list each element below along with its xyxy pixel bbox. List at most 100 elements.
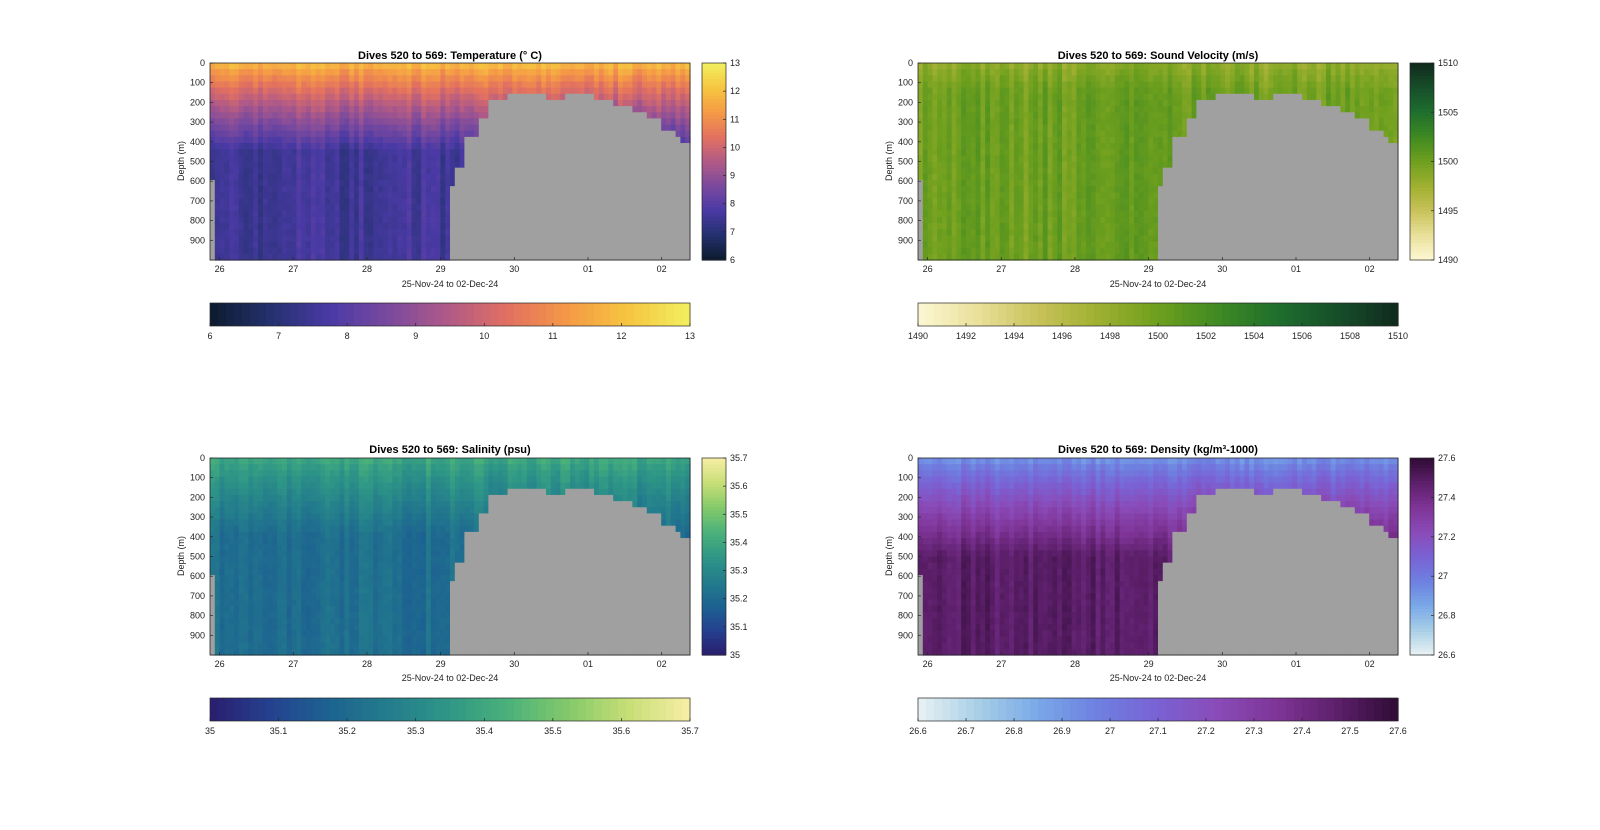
heatmap-cell (291, 130, 297, 138)
masked-cell (507, 143, 513, 150)
masked-cell (603, 173, 609, 181)
heatmap-cell (416, 143, 422, 150)
heatmap-cell (301, 81, 307, 89)
heatmap-cell (1081, 161, 1087, 169)
masked-cell (454, 210, 461, 218)
heatmap-cell (430, 247, 437, 255)
heatmap-cell (435, 75, 441, 83)
heatmap-cell (315, 81, 321, 89)
heatmap-cell (1086, 136, 1092, 144)
heatmap-cell (238, 149, 245, 156)
heatmap-cell (1090, 87, 1097, 95)
masked-cell (656, 192, 662, 200)
heatmap-cell (258, 75, 264, 83)
heatmap-cell (378, 235, 384, 243)
colorbar-segment (578, 303, 587, 326)
heatmap-cell (421, 124, 427, 132)
masked-cell (622, 106, 629, 113)
heatmap-cell (1076, 167, 1082, 175)
heatmap-cell (315, 235, 321, 243)
masked-cell (646, 192, 653, 200)
heatmap-cell (1081, 247, 1087, 255)
masked-cell (594, 179, 600, 187)
heatmap-cell (966, 216, 972, 224)
heatmap-cell (980, 247, 986, 255)
heatmap-cell (1095, 87, 1101, 95)
masked-cell (464, 167, 470, 175)
heatmap-cell (262, 210, 269, 218)
heatmap-cell (661, 81, 667, 89)
heatmap-cell (1071, 112, 1077, 120)
masked-cell (661, 216, 667, 224)
heatmap-cell (1110, 155, 1116, 163)
heatmap-cell (421, 235, 427, 243)
heatmap-cell (1014, 124, 1020, 132)
heatmap-cell (334, 136, 341, 144)
heatmap-cell (927, 75, 933, 83)
masked-cell (613, 235, 619, 243)
heatmap-cell (670, 93, 677, 101)
heatmap-cell (961, 216, 967, 224)
masked-cell (454, 235, 461, 243)
masked-cell (608, 167, 614, 175)
masked-cell (550, 112, 557, 120)
heatmap-cell (238, 210, 245, 218)
heatmap-cell (445, 155, 451, 163)
heatmap-cell (378, 81, 384, 89)
heatmap-cell (990, 247, 996, 255)
masked-cell (613, 167, 619, 175)
masked-cell (498, 198, 504, 206)
heatmap-cell (397, 235, 403, 243)
colorbar-segment (610, 303, 619, 326)
heatmap-cell (1057, 192, 1063, 200)
heatmap-cell (932, 136, 938, 144)
masked-cell (603, 149, 609, 156)
heatmap-cell (1018, 143, 1025, 150)
heatmap-cell (325, 143, 331, 150)
heatmap-cell (1052, 204, 1058, 212)
heatmap-cell (522, 81, 528, 89)
heatmap-cell (1004, 112, 1010, 120)
masked-cell (589, 247, 595, 255)
heatmap-cell (229, 247, 235, 255)
heatmap-cell (421, 149, 427, 156)
heatmap-cell (243, 130, 249, 138)
heatmap-cell (922, 241, 929, 249)
heatmap-cell (951, 161, 957, 169)
heatmap-cell (421, 130, 427, 138)
masked-cell (570, 247, 576, 255)
heatmap-cell (985, 136, 991, 144)
colorbar-segment (702, 177, 726, 182)
heatmap-cell (937, 87, 943, 95)
heatmap-cell (685, 63, 691, 70)
heatmap-cell (258, 241, 264, 249)
masked-cell (666, 204, 672, 212)
masked-cell (574, 192, 581, 200)
heatmap-cell (1018, 99, 1025, 107)
heatmap-cell (1100, 204, 1106, 212)
heatmap-cell (238, 93, 245, 101)
heatmap-cell (937, 229, 943, 236)
heatmap-cell (358, 155, 365, 163)
masked-cell (622, 136, 629, 144)
heatmap-cell (608, 87, 614, 95)
heatmap-cell (966, 149, 972, 156)
heatmap-cell (1153, 124, 1159, 132)
heatmap-cell (990, 223, 996, 230)
colorbar-segment (290, 303, 299, 326)
heatmap-cell (277, 247, 283, 255)
heatmap-cell (349, 136, 355, 144)
heatmap-cell (1153, 136, 1159, 144)
heatmap-cell (1066, 75, 1073, 83)
heatmap-cell (382, 192, 389, 200)
heatmap-cell (445, 118, 451, 126)
heatmap-cell (932, 229, 938, 236)
colorbar-segment (234, 303, 243, 326)
masked-cell (598, 99, 605, 107)
heatmap-cell (1134, 112, 1140, 120)
heatmap-cell (392, 155, 398, 163)
heatmap-cell (666, 124, 672, 132)
heatmap-cell (550, 69, 557, 76)
heatmap-cell (1153, 69, 1159, 76)
heatmap-cell (565, 75, 571, 83)
